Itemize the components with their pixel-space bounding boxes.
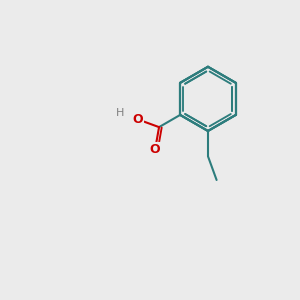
Text: O: O bbox=[133, 113, 143, 126]
Text: H: H bbox=[116, 108, 124, 118]
Text: O: O bbox=[150, 142, 160, 156]
